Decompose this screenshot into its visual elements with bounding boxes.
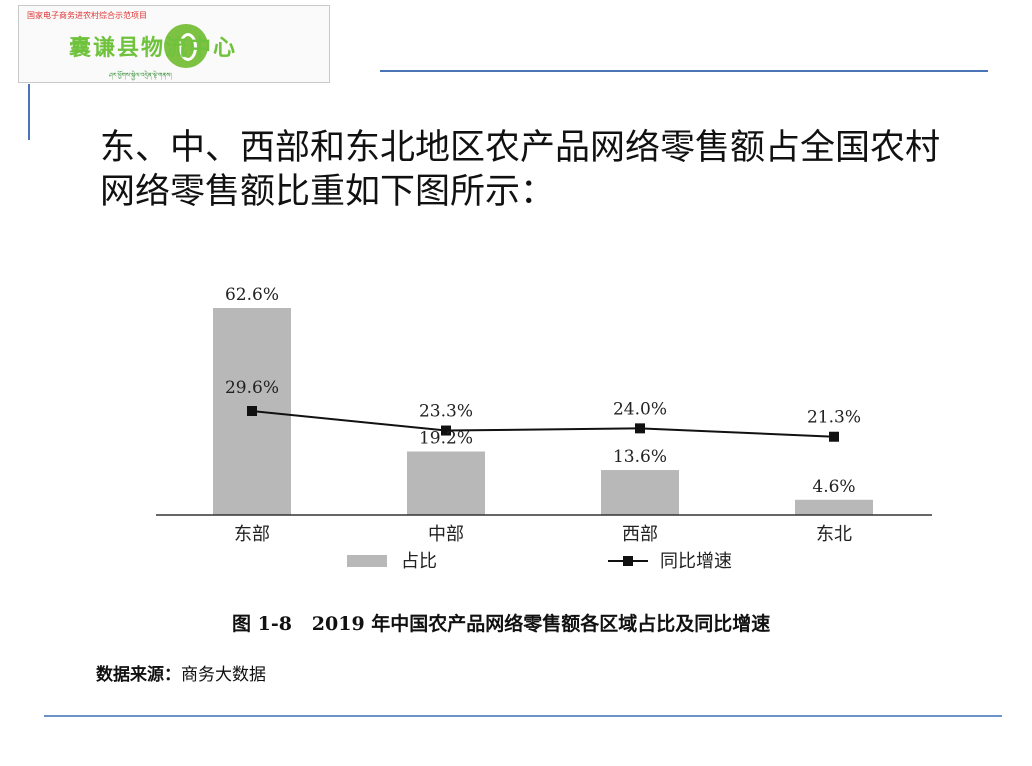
growth-label-西部: 24.0% (613, 399, 667, 419)
data-source: 数据来源：商务大数据 (96, 660, 266, 685)
bar-label-东部: 62.6% (225, 285, 279, 305)
tick-label-东北: 东北 (816, 524, 852, 545)
bar-中部 (407, 451, 485, 515)
logo-bottom-text: ཤར་ཕྱོགས་སྐྱེལ་འདྲེན་ལྟེ་གནས། (109, 72, 172, 79)
tick-label-东部: 东部 (234, 524, 270, 545)
source-text: 商务大数据 (181, 665, 266, 685)
growth-label-中部: 23.3% (419, 402, 473, 422)
bottom-divider (44, 715, 1002, 717)
growth-point-西部 (635, 423, 645, 434)
logo-top-text: 国家电子商务进农村综合示范项目 (27, 11, 147, 20)
page-heading: 东、中、西部和东北地区农产品网络零售额占全国农村 网络零售额比重如下图所示： (100, 126, 980, 214)
legend-label-bar: 占比 (401, 551, 437, 572)
growth-point-东部 (247, 406, 257, 416)
growth-line (251, 410, 835, 438)
bar-label-东北: 4.6% (812, 477, 855, 497)
bar-label-中部: 19.2% (419, 429, 473, 449)
bar-label-西部: 13.6% (613, 447, 667, 467)
heading-line-1: 东、中、西部和东北地区农产品网络零售额占全国农村 (100, 128, 941, 168)
left-accent-line (28, 84, 30, 140)
growth-label-东北: 21.3% (807, 408, 861, 428)
source-label: 数据来源： (96, 665, 181, 685)
logo: 国家电子商务进农村综合示范项目 囊谦县物流中心 ཤར་ཕྱོགས་སྐྱེལ་འ… (18, 5, 330, 83)
logo-title: 囊谦县物流中心 (69, 36, 238, 61)
growth-label-东部: 29.6% (225, 378, 279, 398)
tick-label-中部: 中部 (428, 524, 464, 545)
logo-emblem-icon (164, 24, 208, 68)
tick-label-西部: 西部 (622, 524, 658, 545)
top-divider (380, 70, 988, 72)
heading-line-2: 网络零售额比重如下图所示： (100, 172, 556, 212)
legend-label-line: 同比增速 (660, 551, 732, 572)
growth-point-中部 (441, 425, 451, 436)
legend-swatch-marker (623, 556, 633, 566)
growth-point-东北 (829, 431, 839, 442)
bar-东北 (795, 499, 873, 515)
legend-swatch-bar (347, 555, 387, 567)
bar-西部 (601, 470, 679, 515)
chart-caption: 图 1-8 2019 年中国农产品网络零售额各区域占比及同比增速 (232, 613, 771, 635)
